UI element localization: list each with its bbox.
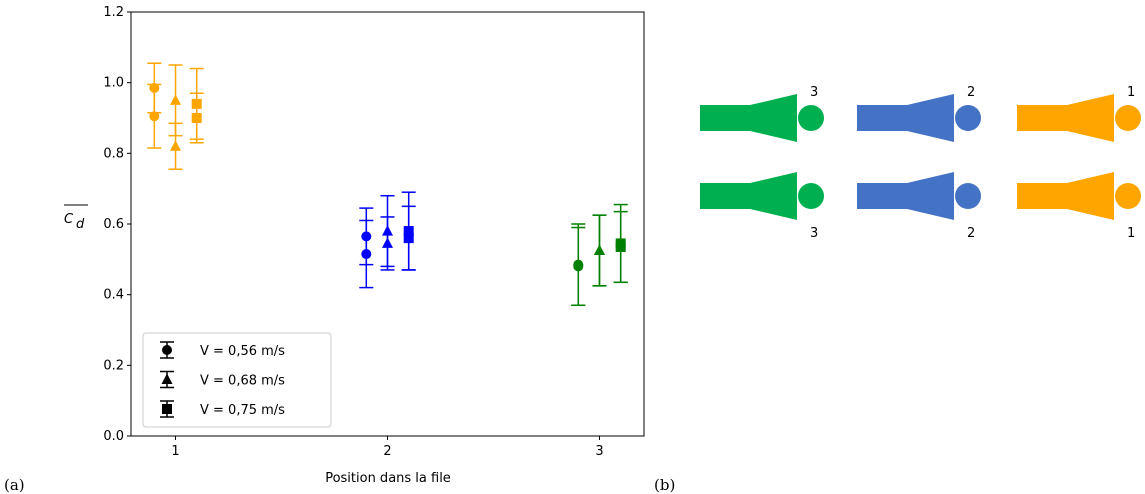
fish-body <box>700 172 797 220</box>
marker <box>170 140 182 151</box>
y-tick-label: 0.6 <box>103 217 124 232</box>
fish-number: 3 <box>810 226 818 241</box>
marker <box>191 113 202 123</box>
fish-number: 3 <box>810 85 818 100</box>
fish <box>1017 172 1141 220</box>
fish <box>700 172 824 220</box>
y-tick-label: 0.4 <box>103 288 124 303</box>
x-axis-label: Position dans la file <box>325 471 451 486</box>
marker <box>170 94 182 105</box>
legend-marker <box>161 373 173 384</box>
fish <box>1017 94 1141 142</box>
marker <box>149 111 160 122</box>
fish <box>857 94 981 142</box>
y-tick-label: 0.0 <box>103 429 124 444</box>
fish-head <box>1115 183 1141 209</box>
y-tick-label: 0.2 <box>103 358 124 373</box>
marker <box>382 237 393 248</box>
marker <box>573 261 584 272</box>
x-tick-label: 1 <box>171 444 179 459</box>
y-tick-label: 1.2 <box>103 5 124 20</box>
fish-head <box>798 183 824 209</box>
fish-number: 2 <box>967 85 975 100</box>
marker <box>615 241 626 252</box>
y-tick-label: 1.0 <box>103 76 124 91</box>
y-label-base: C <box>64 212 74 227</box>
y-tick-label: 0.8 <box>103 146 124 161</box>
fish-head <box>798 105 824 131</box>
fish-head <box>955 105 981 131</box>
x-tick-label: 3 <box>595 444 603 459</box>
panel-label: (b) <box>654 476 675 494</box>
legend-label: V = 0,75 m/s <box>200 403 285 418</box>
fish-head <box>955 183 981 209</box>
fish <box>857 172 981 220</box>
y-label-sub: d <box>76 217 85 232</box>
legend-marker <box>162 345 172 355</box>
legend-marker <box>162 404 172 414</box>
fish-body <box>700 94 797 142</box>
legend-label: V = 0,68 m/s <box>200 374 285 389</box>
marker <box>403 233 414 244</box>
fish-number: 1 <box>1127 226 1135 241</box>
fish-number: 1 <box>1127 85 1135 100</box>
legend-box <box>142 332 332 428</box>
fish-body <box>1017 172 1114 220</box>
marker <box>593 244 605 255</box>
legend-label: V = 0,56 m/s <box>200 344 285 359</box>
fish-body <box>1017 94 1114 142</box>
x-tick-label: 2 <box>383 444 391 459</box>
diagram: 3 3 2 2 1 1 <box>700 85 1141 241</box>
fish-body <box>857 94 954 142</box>
fish-number: 2 <box>967 226 975 241</box>
fish <box>700 94 824 142</box>
marker <box>361 249 372 260</box>
y-axis-label: C d <box>64 204 88 232</box>
panel-label: (a) <box>4 476 25 494</box>
fish-head <box>1115 105 1141 131</box>
fish-body <box>857 172 954 220</box>
